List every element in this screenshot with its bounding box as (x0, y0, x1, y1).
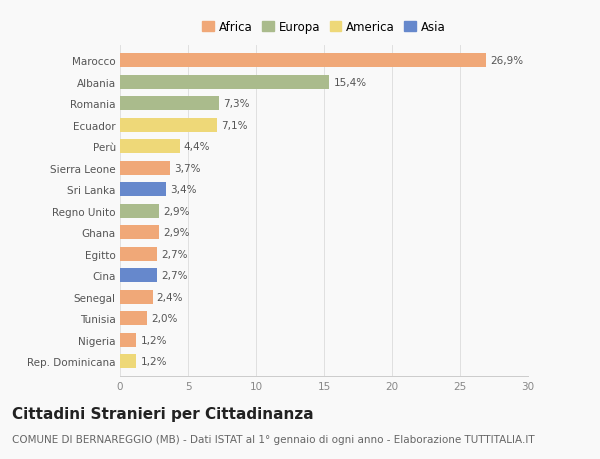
Bar (120, 290, 152, 304)
Bar (120, 161, 170, 175)
Text: 15,4%: 15,4% (334, 78, 367, 87)
Text: 2,7%: 2,7% (161, 249, 187, 259)
Bar (120, 97, 219, 111)
Text: 4,4%: 4,4% (184, 142, 211, 152)
Text: 3,4%: 3,4% (170, 185, 197, 195)
Bar (120, 140, 180, 154)
Text: 2,7%: 2,7% (161, 270, 187, 280)
Bar (120, 204, 160, 218)
Bar (120, 269, 157, 282)
Text: 2,0%: 2,0% (151, 313, 178, 324)
Bar (120, 226, 160, 240)
Text: 3,7%: 3,7% (175, 163, 201, 173)
Bar (120, 312, 147, 325)
Bar (120, 54, 486, 68)
Text: 2,4%: 2,4% (157, 292, 183, 302)
Text: 1,2%: 1,2% (140, 335, 167, 345)
Bar (120, 354, 136, 368)
Text: 7,3%: 7,3% (223, 99, 250, 109)
Text: 7,1%: 7,1% (221, 120, 247, 130)
Bar (120, 118, 217, 132)
Text: 2,9%: 2,9% (164, 206, 190, 216)
Bar (120, 247, 157, 261)
Text: Cittadini Stranieri per Cittadinanza: Cittadini Stranieri per Cittadinanza (12, 406, 314, 421)
Text: 1,2%: 1,2% (140, 356, 167, 366)
Text: 2,9%: 2,9% (164, 228, 190, 238)
Text: 26,9%: 26,9% (490, 56, 523, 66)
Bar (120, 333, 136, 347)
Bar (120, 183, 166, 196)
Text: COMUNE DI BERNAREGGIO (MB) - Dati ISTAT al 1° gennaio di ogni anno - Elaborazion: COMUNE DI BERNAREGGIO (MB) - Dati ISTAT … (12, 434, 535, 444)
Bar (120, 75, 329, 90)
Legend: Africa, Europa, America, Asia: Africa, Europa, America, Asia (200, 19, 448, 36)
